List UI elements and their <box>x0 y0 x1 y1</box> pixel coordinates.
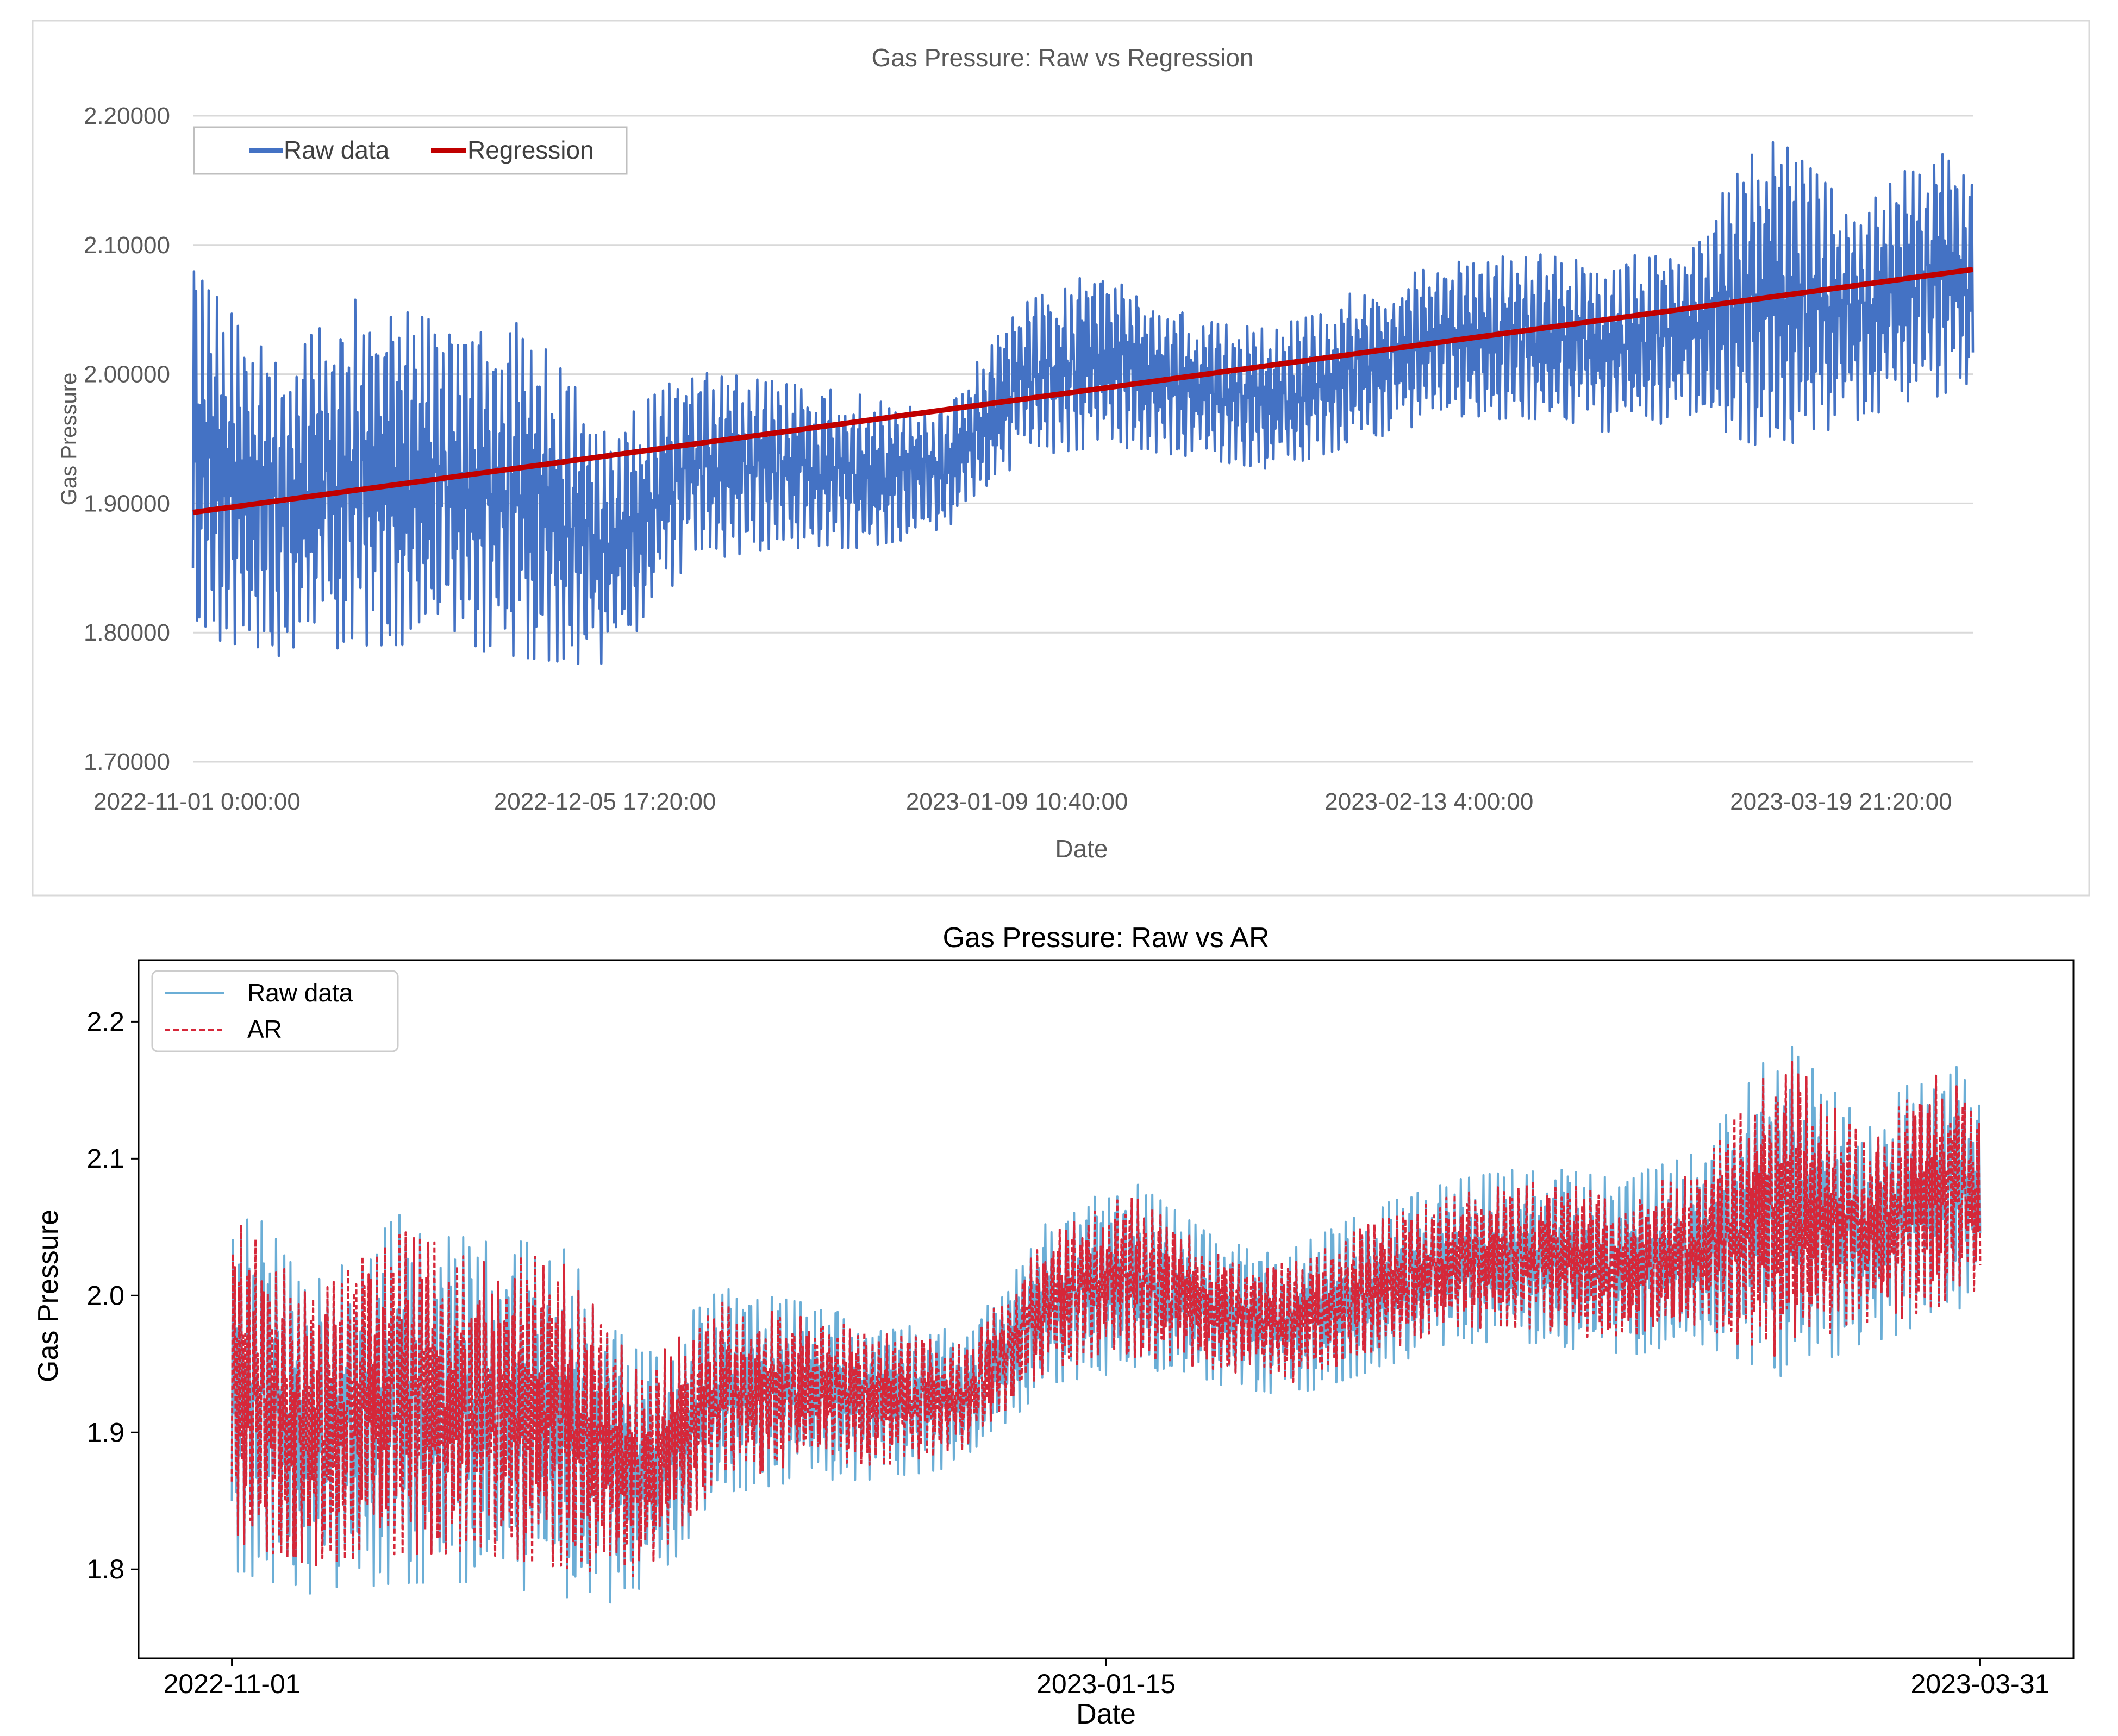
legend-label-ar: AR <box>247 1015 282 1043</box>
series-line-raw-data <box>191 141 1975 665</box>
chart-regression-series <box>191 141 1975 665</box>
chart-regression-x-ticks: 2022-11-01 0:00:00 2022-12-05 17:20:00 202… <box>93 788 1952 815</box>
x-tick-label: 2023-03-19 21:20:00 <box>1730 788 1952 815</box>
legend-label-raw-data: Raw data <box>247 979 353 1007</box>
chart-ar-y-ticks: 1.8 1.9 2.0 2.1 2.2 <box>86 1006 139 1584</box>
y-tick-label: 1.9 <box>86 1417 124 1447</box>
x-tick-label: 2023-02-13 4:00:00 <box>1324 788 1533 815</box>
y-tick-label: 2.0 <box>86 1280 124 1311</box>
x-tick-label: 2023-03-31 <box>1911 1669 2050 1699</box>
chart-ar-xlabel: Date <box>1076 1699 1136 1730</box>
legend-label-raw-data: Raw data <box>284 136 390 164</box>
y-tick-label: 1.8 <box>86 1554 124 1584</box>
legend-box <box>151 970 399 1052</box>
x-tick-label: 2023-01-09 10:40:00 <box>906 788 1128 815</box>
y-tick-label: 1.70000 <box>84 749 170 775</box>
chart-ar-ylabel: Gas Pressure <box>33 1209 64 1382</box>
y-tick-label: 1.80000 <box>84 619 170 646</box>
y-tick-label: 2.1 <box>86 1143 124 1174</box>
x-tick-label: 2022-11-01 <box>164 1669 301 1699</box>
chart-regression-y-ticks: 1.70000 1.80000 1.90000 2.00000 2.10000 2.200… <box>84 103 170 775</box>
legend-label-regression: Regression <box>467 136 594 164</box>
chart-regression: Gas Pressure: Raw vs Regression 1.700001… <box>32 20 2090 897</box>
chart-ar: Gas Pressure: Raw vs AR 1.81.92.02.12.2 … <box>33 922 2075 1730</box>
chart-ar-legend: Raw data AR <box>151 970 399 1052</box>
chart-ar-title: Gas Pressure: Raw vs AR <box>942 922 1269 954</box>
chart-regression-title: Gas Pressure: Raw vs Regression <box>871 43 1253 72</box>
chart-regression-xlabel: Date <box>1055 835 1108 863</box>
y-tick-label: 2.10000 <box>84 232 170 259</box>
y-tick-label: 2.20000 <box>84 103 170 129</box>
chart-regression-ylabel: Gas Pressure <box>57 373 81 506</box>
x-tick-label: 2022-12-05 17:20:00 <box>494 788 716 815</box>
y-tick-label: 2.2 <box>86 1006 124 1037</box>
x-tick-label: 2022-11-01 0:00:00 <box>93 788 301 815</box>
series-line-regression <box>192 267 1973 516</box>
y-tick-label: 2.00000 <box>84 361 170 388</box>
x-tick-label: 2023-01-15 <box>1036 1669 1176 1699</box>
chart-regression-legend: Raw data Regression <box>193 126 628 175</box>
chart-ar-x-ticks: 2022-11-01 2023-01-15 2023-03-31 <box>164 1658 2050 1699</box>
y-tick-label: 1.90000 <box>84 490 170 517</box>
chart-ar-series <box>230 1046 1982 1604</box>
series-line-ar <box>230 1061 1982 1577</box>
